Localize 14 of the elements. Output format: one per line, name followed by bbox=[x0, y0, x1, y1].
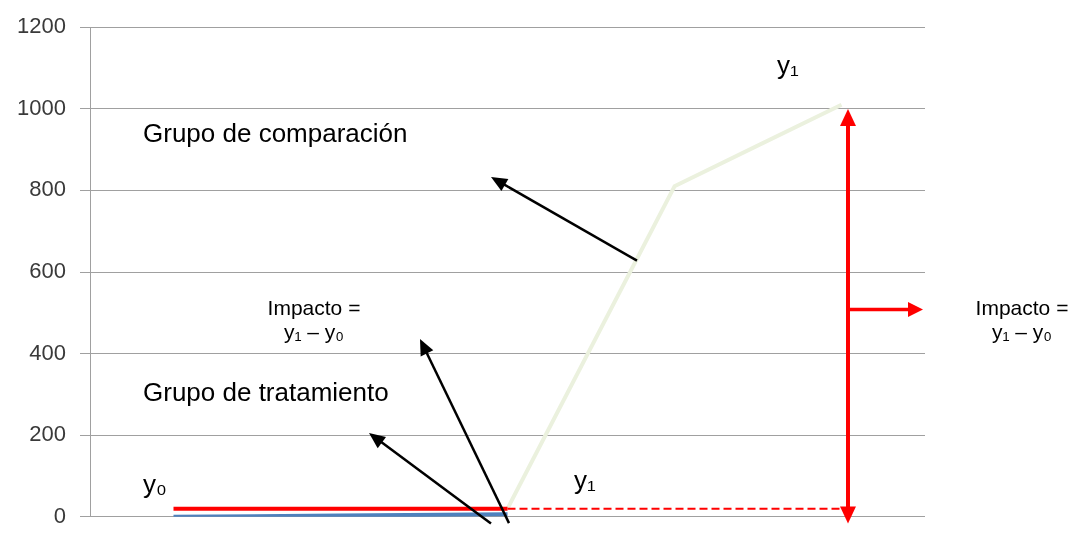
y-tick-label: 600 bbox=[29, 258, 66, 284]
y-tick-label: 400 bbox=[29, 339, 66, 365]
annotation: Grupo de tratamiento bbox=[143, 377, 389, 409]
y-tick-label: 200 bbox=[29, 421, 66, 447]
y-tick-label: 1000 bbox=[17, 94, 66, 120]
text: Impacto = y₁ – y₀ bbox=[974, 296, 1070, 345]
y-tick-label: 0 bbox=[53, 502, 66, 528]
annotation: Impacto = y₁ – y₀ bbox=[266, 296, 362, 345]
y-tick-label: 800 bbox=[29, 176, 66, 202]
annotation: y₀ bbox=[143, 468, 167, 501]
y-tick-label: 1200 bbox=[17, 13, 66, 39]
annotation: y₁ bbox=[574, 465, 596, 497]
annotation: y₁ bbox=[777, 49, 799, 81]
annotation: Grupo de comparación bbox=[143, 118, 408, 150]
